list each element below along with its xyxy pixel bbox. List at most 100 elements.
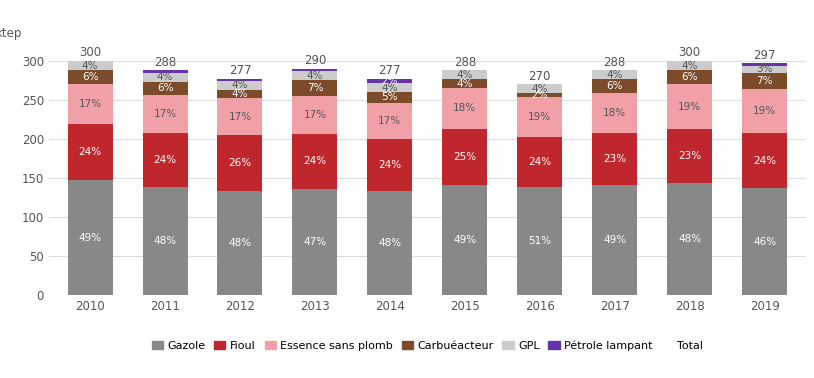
Text: 4%: 4% [232,81,248,90]
Bar [442,129,488,185]
Bar [68,70,112,84]
Text: 19%: 19% [753,106,777,116]
Text: 51%: 51% [528,236,551,246]
Text: 26%: 26% [229,158,252,168]
Bar [142,187,187,295]
Bar [667,70,712,84]
Bar [742,66,787,73]
Bar [68,84,112,124]
Text: 49%: 49% [78,232,102,243]
Text: 297: 297 [754,49,776,62]
Bar [68,180,112,295]
Text: 24%: 24% [78,147,102,157]
Bar [593,133,637,185]
Bar [667,84,712,129]
Text: 6%: 6% [157,83,173,93]
Bar [367,139,413,191]
Text: 4%: 4% [681,60,698,71]
Text: 300: 300 [679,46,701,59]
Text: 4%: 4% [532,84,548,93]
Bar [217,98,262,135]
Text: 25%: 25% [453,152,476,162]
Bar [142,73,187,82]
Text: 24%: 24% [528,157,551,167]
Bar [292,96,338,134]
Text: 4%: 4% [232,89,248,99]
Text: 277: 277 [379,64,401,77]
Text: 19%: 19% [528,112,551,122]
Bar [517,84,562,93]
Text: 23%: 23% [678,151,701,161]
Bar [442,88,488,129]
Bar [517,187,562,295]
Bar [667,61,712,70]
Text: 3%: 3% [756,64,772,74]
Text: 4%: 4% [307,71,323,81]
Bar [367,83,413,92]
Bar [742,133,787,188]
Text: 288: 288 [604,56,626,69]
Bar [593,185,637,295]
Text: 7%: 7% [756,76,772,86]
Text: 4%: 4% [157,72,173,82]
Bar [142,70,187,73]
Text: 2%: 2% [382,76,398,86]
Text: 47%: 47% [304,237,326,247]
Bar [142,133,187,187]
Bar [442,185,488,295]
Bar [217,90,262,98]
Text: 17%: 17% [154,109,177,119]
Bar [667,129,712,183]
Bar [68,61,112,70]
Text: 24%: 24% [753,155,777,166]
Text: 5%: 5% [382,92,398,102]
Text: 290: 290 [304,54,326,67]
Bar [217,81,262,90]
Bar [367,92,413,103]
Bar [742,188,787,295]
Text: 17%: 17% [78,99,102,109]
Bar [593,79,637,93]
Text: 288: 288 [154,56,176,69]
Bar [593,70,637,79]
Text: 48%: 48% [154,236,177,246]
Bar [292,134,338,189]
Text: 17%: 17% [229,112,252,122]
Bar [68,124,112,180]
Text: 300: 300 [79,46,101,59]
Bar [217,191,262,295]
Text: 17%: 17% [304,110,326,120]
Text: 24%: 24% [154,155,177,165]
Bar [517,97,562,137]
Text: 24%: 24% [379,160,401,170]
Text: 4%: 4% [82,60,98,71]
Text: 19%: 19% [678,102,701,112]
Text: 6%: 6% [606,81,623,91]
Legend: Gazole, Fioul, Essence sans plomb, Carbuéacteur, GPL, Pétrole lampant, Total: Gazole, Fioul, Essence sans plomb, Carbu… [151,340,703,351]
Bar [292,80,338,96]
Text: 2%: 2% [532,90,548,100]
Text: 270: 270 [528,70,551,83]
Bar [742,63,787,66]
Text: 18%: 18% [603,108,626,118]
Text: 6%: 6% [681,72,698,82]
Bar [217,135,262,191]
Bar [517,93,562,97]
Text: 48%: 48% [229,238,252,248]
Text: 49%: 49% [603,235,626,245]
Text: 17%: 17% [379,116,401,126]
Bar [292,189,338,295]
Text: 7%: 7% [307,83,323,93]
Text: 4%: 4% [457,79,473,89]
Bar [742,73,787,89]
Text: 4%: 4% [382,82,398,93]
Bar [442,79,488,88]
Bar [292,71,338,80]
Text: 24%: 24% [304,156,326,166]
Bar [292,69,338,71]
Text: 48%: 48% [678,234,701,244]
Text: 288: 288 [453,56,476,69]
Bar [442,70,488,79]
Bar [367,103,413,139]
Text: 49%: 49% [453,235,476,245]
